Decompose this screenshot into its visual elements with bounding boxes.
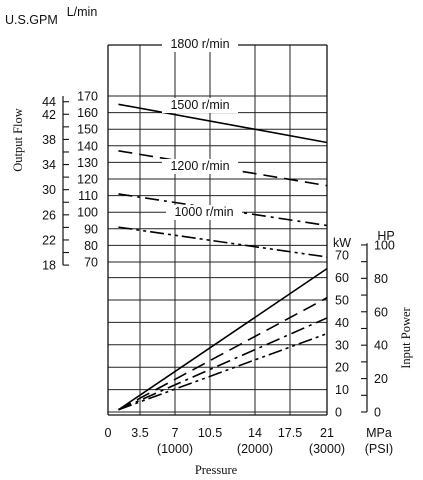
series-label: 1500 r/min bbox=[170, 98, 229, 112]
y-axis-title-power: Input Power bbox=[399, 306, 413, 368]
kw-tick-label: 30 bbox=[335, 338, 349, 352]
x-tick-label: 0 bbox=[105, 426, 112, 440]
x-tick-label: 21 bbox=[320, 426, 334, 440]
kw-tick-label: 20 bbox=[335, 361, 349, 375]
power-series-line bbox=[118, 297, 328, 411]
lmin-tick-label: 100 bbox=[77, 206, 98, 220]
gpm-unit: U.S.GPM bbox=[5, 13, 58, 27]
kw-unit: kW bbox=[333, 236, 351, 250]
gpm-tick-label: 44 bbox=[42, 95, 56, 109]
gpm-tick-label: 30 bbox=[42, 183, 56, 197]
x-tick-psi-label: (2000) bbox=[237, 442, 273, 456]
lmin-tick-label: 160 bbox=[77, 106, 98, 120]
flow-series-line bbox=[118, 193, 328, 227]
power-series-line bbox=[117, 267, 328, 411]
flow-series-line bbox=[118, 103, 328, 144]
lmin-tick-label: 120 bbox=[77, 173, 98, 187]
lmin-tick-label: 130 bbox=[77, 156, 98, 170]
hp-tick-label: 20 bbox=[374, 372, 388, 386]
hp-tick-label: 0 bbox=[374, 406, 381, 420]
lmin-tick-label: 110 bbox=[78, 189, 98, 203]
kw-tick-label: 40 bbox=[335, 316, 349, 330]
kw-tick-label: 60 bbox=[335, 271, 349, 285]
lmin-tick-label: 150 bbox=[77, 123, 98, 137]
x-tick-label: 7 bbox=[172, 426, 179, 440]
series-label: 1200 r/min bbox=[170, 159, 229, 173]
kw-tick-label: 50 bbox=[335, 294, 349, 308]
hp-unit: HP bbox=[377, 229, 394, 243]
y-axis-title-flow: Output Flow bbox=[11, 108, 25, 172]
x-tick-psi-label: (3000) bbox=[309, 442, 345, 456]
gpm-tick-label: 34 bbox=[42, 158, 56, 172]
hp-tick-label: 80 bbox=[374, 272, 388, 286]
kw-tick-label: 0 bbox=[335, 406, 342, 420]
x-axis-title: Pressure bbox=[195, 463, 238, 477]
series-label: 1000 r/min bbox=[174, 205, 233, 219]
lmin-tick-label: 70 bbox=[84, 256, 98, 270]
series-label-bg bbox=[166, 205, 242, 220]
power-series-line bbox=[118, 317, 328, 411]
gpm-tick-label: 18 bbox=[42, 259, 56, 273]
x-unit-psi: (PSI) bbox=[365, 442, 393, 456]
x-unit-mpa: MPa bbox=[366, 426, 392, 440]
kw-tick-label: 10 bbox=[335, 383, 349, 397]
x-tick-label: 17.5 bbox=[278, 426, 302, 440]
gpm-tick-label: 38 bbox=[42, 133, 56, 147]
x-tick-label: 3.5 bbox=[131, 426, 148, 440]
hp-tick-label: 60 bbox=[374, 305, 388, 319]
plot-frame bbox=[107, 44, 328, 416]
x-tick-label: 10.5 bbox=[198, 426, 222, 440]
x-tick-psi-label: (1000) bbox=[157, 442, 193, 456]
gpm-tick-label: 42 bbox=[42, 108, 56, 122]
lmin-unit: L/min bbox=[67, 5, 98, 19]
power-series-line bbox=[118, 332, 328, 411]
lmin-tick-label: 80 bbox=[84, 239, 98, 253]
lmin-tick-label: 170 bbox=[77, 90, 98, 104]
flow-series-line bbox=[118, 226, 328, 258]
axis-labels: 1800 r/min 1500 r/min 1200 r/min 1000 r/min… bbox=[5, 5, 413, 477]
axes bbox=[62, 96, 368, 413]
gpm-tick-label: 26 bbox=[42, 208, 56, 222]
hp-tick-label: 100 bbox=[374, 238, 395, 252]
series-lines bbox=[117, 103, 328, 411]
x-tick-label: 14 bbox=[248, 426, 262, 440]
hp-tick-label: 40 bbox=[374, 339, 388, 353]
series-label: 1800 r/min bbox=[170, 37, 229, 51]
series-label-bg bbox=[162, 98, 238, 113]
series-label-bg bbox=[162, 37, 238, 52]
kw-tick-label: 70 bbox=[335, 249, 349, 263]
lmin-tick-label: 140 bbox=[77, 139, 98, 153]
gpm-tick-label: 22 bbox=[42, 233, 56, 247]
series-label-bg bbox=[162, 159, 238, 174]
lmin-tick-label: 90 bbox=[84, 222, 98, 236]
